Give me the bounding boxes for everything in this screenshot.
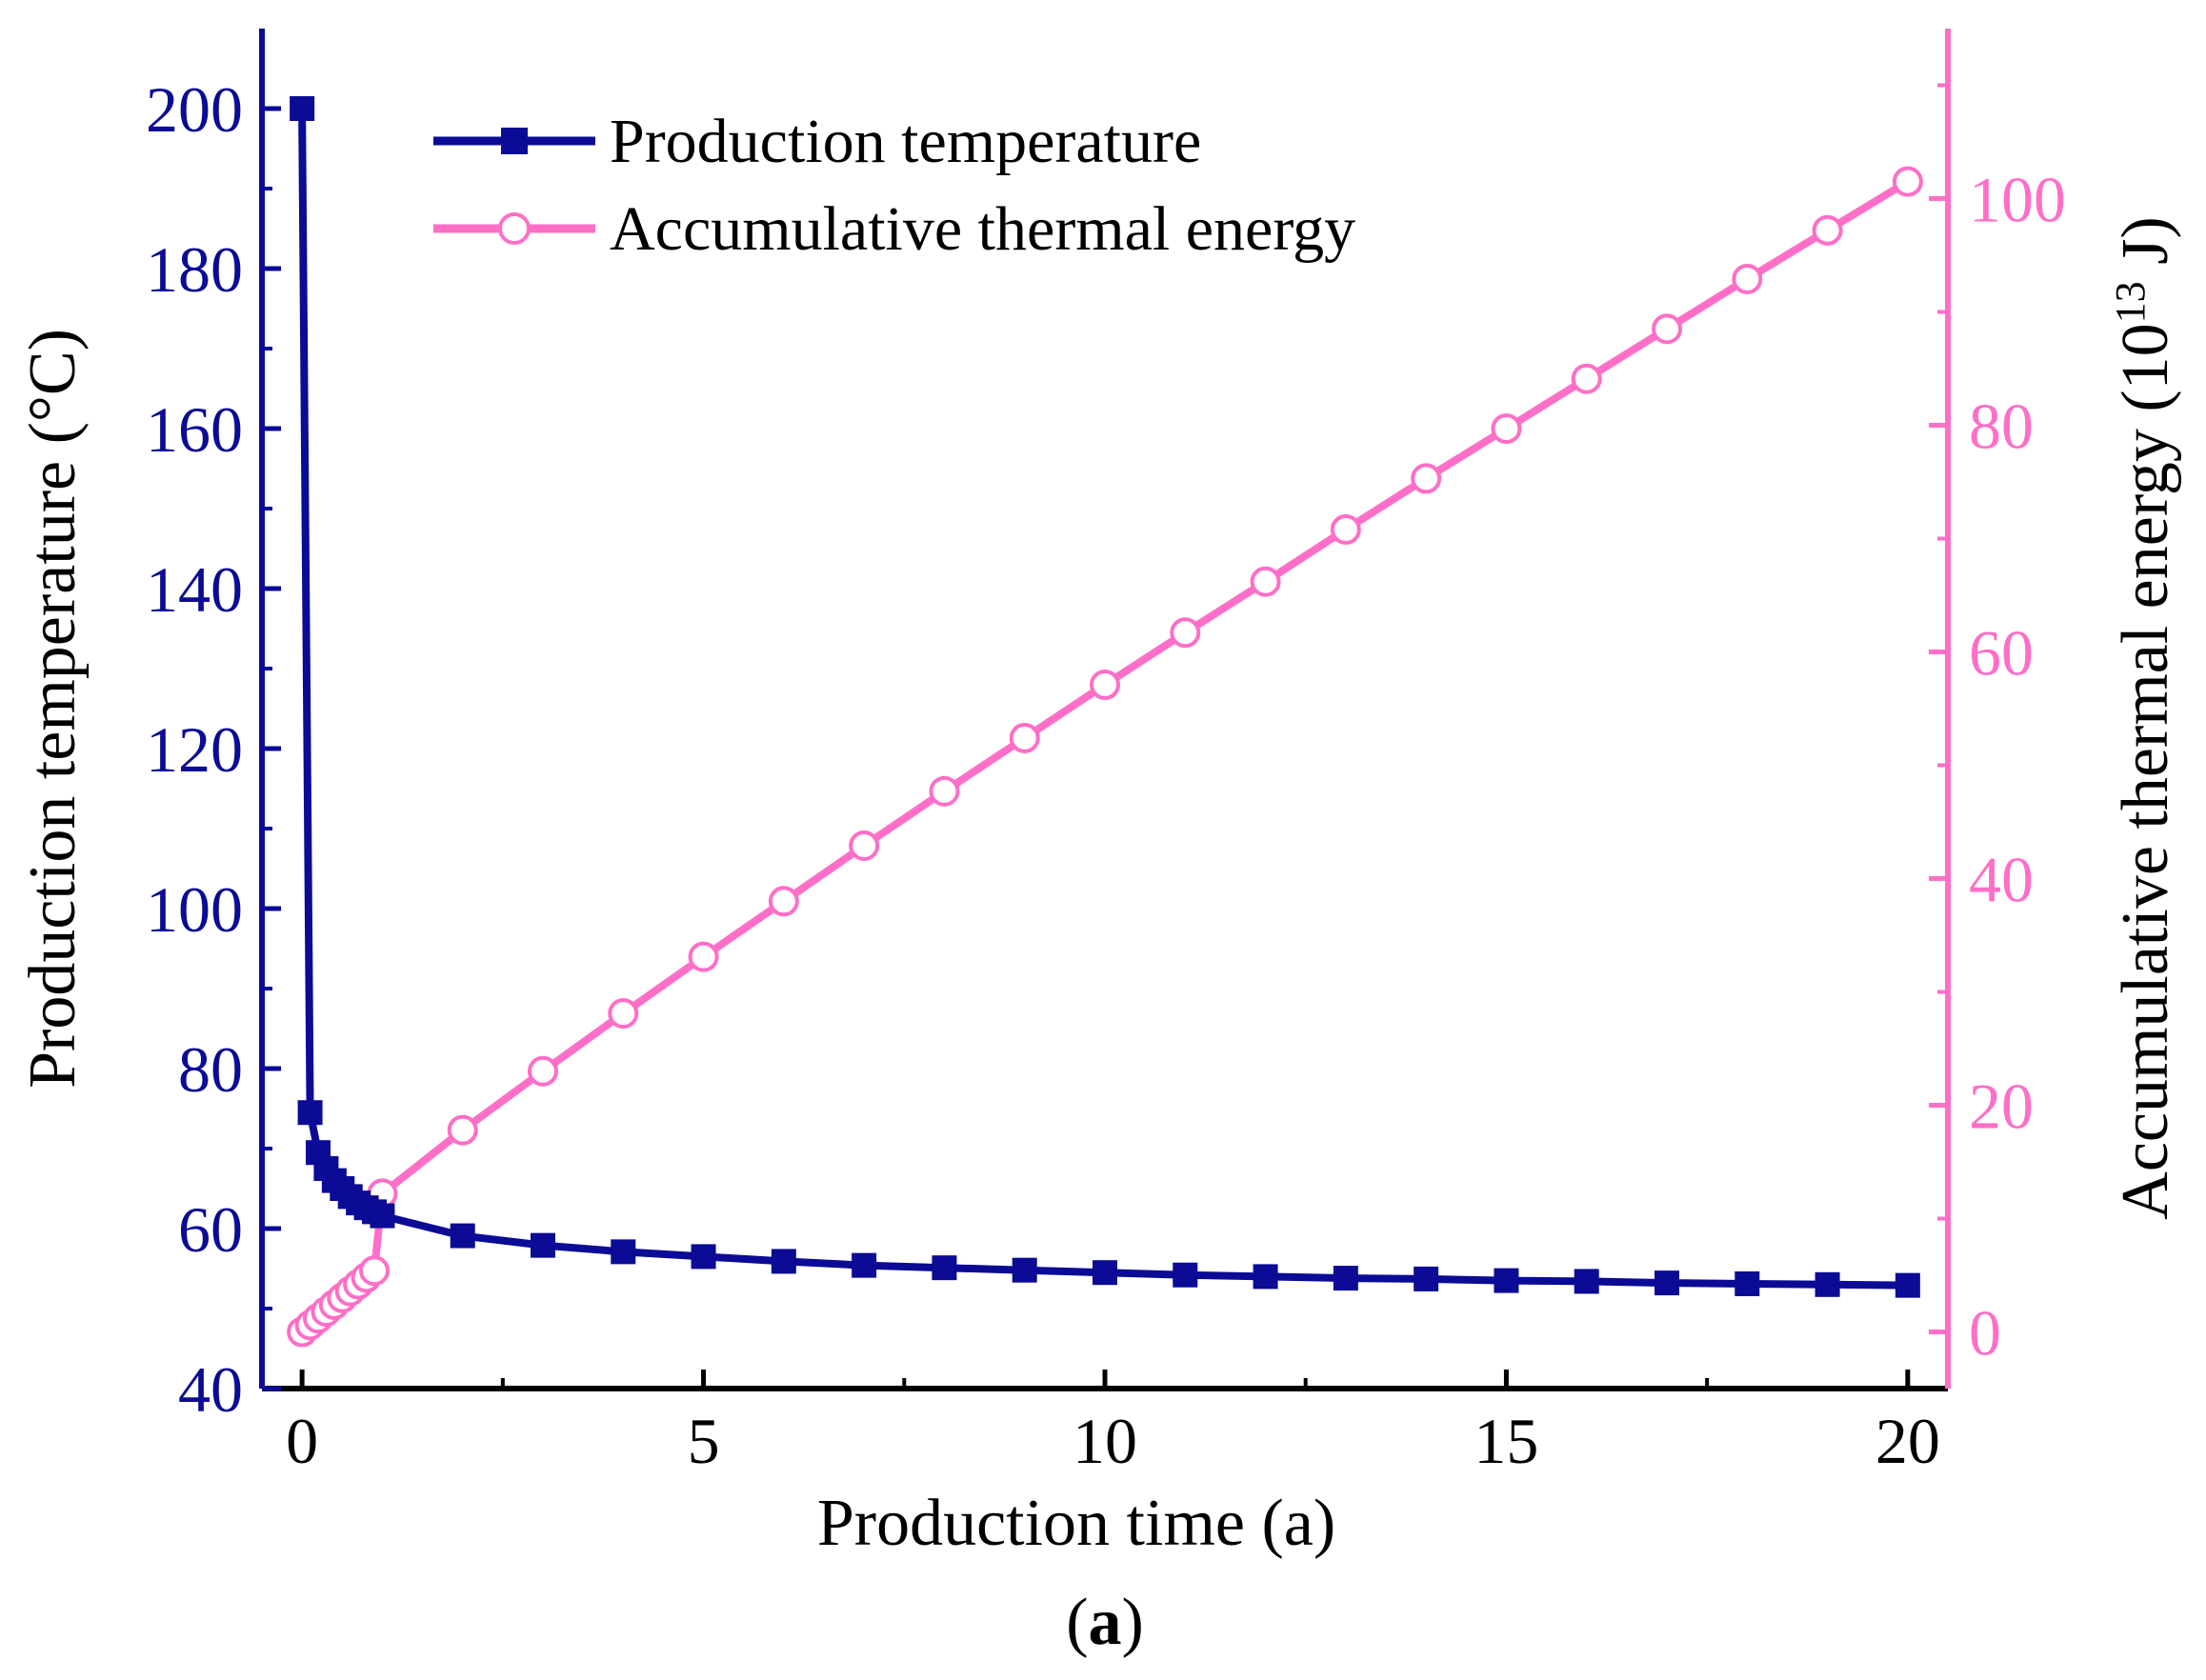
legend: Production temperature Accumulative ther… <box>433 107 1355 264</box>
energy-point <box>447 1114 478 1146</box>
temperature-point <box>691 1244 716 1270</box>
caption-letter: a <box>1089 1586 1122 1659</box>
right-y-tick-label: 100 <box>1969 164 2066 236</box>
temperature-point <box>1093 1260 1117 1286</box>
left-y-tick-label: 180 <box>146 233 243 306</box>
temperature-point <box>1494 1268 1519 1293</box>
right-y-tick-label: 0 <box>1969 1297 2001 1370</box>
right-y-tick-label: 60 <box>1969 617 2034 690</box>
temperature-point <box>1654 1270 1679 1296</box>
temperature-point <box>932 1255 957 1281</box>
series-layer <box>287 96 1923 1348</box>
energy-point <box>1009 722 1040 753</box>
temperature-point <box>1253 1264 1278 1290</box>
energy-point <box>1571 363 1602 394</box>
right-y-tick-label: 20 <box>1969 1070 2034 1143</box>
right-y-axis-title: Accumulative thermal energy (1013 J) <box>2107 216 2182 1219</box>
temperature-point <box>531 1232 555 1258</box>
legend-marker-energy <box>498 212 531 245</box>
energy-point <box>528 1055 558 1087</box>
temperature-point <box>1735 1270 1760 1296</box>
x-axis-title: Production time (a) <box>817 1487 1335 1560</box>
legend-label-temperature: Production temperature <box>610 107 1201 176</box>
right-y-axis-title-unit: J) <box>2109 216 2182 281</box>
energy-point <box>608 998 639 1030</box>
temperature-point <box>1173 1262 1198 1288</box>
energy-point <box>1170 617 1201 649</box>
x-tick-label: 0 <box>286 1405 318 1477</box>
right-y-axis-title-exponent: 13 <box>2107 281 2154 323</box>
energy-point <box>929 775 960 807</box>
energy-point <box>1652 313 1682 345</box>
temperature-point <box>1414 1266 1439 1291</box>
right-y-axis-title-base: Accumulative thermal energy (10 <box>2109 323 2182 1219</box>
energy-point <box>1411 463 1442 494</box>
temperature-point <box>852 1252 877 1278</box>
temperature-point <box>611 1239 636 1265</box>
energy-point <box>1491 413 1522 445</box>
left-y-axis-title: Production temperature (°C) <box>16 329 90 1089</box>
energy-point <box>359 1255 390 1287</box>
legend-marker-temperature <box>501 128 528 154</box>
caption-open-paren: ( <box>1066 1586 1088 1659</box>
temperature-point <box>450 1223 475 1249</box>
left-y-tick-label: 120 <box>146 713 243 786</box>
left-y-tick-label: 160 <box>146 393 243 466</box>
temperature-point <box>297 1100 323 1126</box>
temperature-point <box>1333 1266 1358 1291</box>
left-y-tick-label: 140 <box>146 553 243 626</box>
temperature-point <box>1574 1269 1599 1294</box>
energy-point <box>1812 214 1843 246</box>
figure-caption: (a) <box>1066 1586 1144 1659</box>
left-y-tick-label: 200 <box>146 73 243 146</box>
left-y-tick-label: 100 <box>146 873 243 946</box>
x-tick-label: 5 <box>688 1405 720 1477</box>
energy-line <box>299 178 1910 1335</box>
x-tick-label: 20 <box>1875 1405 1940 1477</box>
energy-point <box>688 941 719 972</box>
energy-point <box>1892 166 1923 197</box>
energy-point <box>1250 566 1281 597</box>
temperature-point <box>1895 1272 1920 1298</box>
temperature-point <box>771 1249 796 1274</box>
x-tick-label: 10 <box>1073 1405 1137 1477</box>
right-y-tick-label: 80 <box>1969 390 2034 463</box>
ticks-layer: 0 5 10 15 20 40 60 80 100 120 140 160 180 200 0 20 40 60 8… <box>146 73 2066 1477</box>
right-y-tick-label: 40 <box>1969 844 2034 916</box>
temperature-point <box>290 96 315 121</box>
temperature-point <box>1815 1271 1840 1297</box>
energy-point <box>849 830 880 861</box>
energy-point <box>768 886 799 917</box>
energy-point <box>1330 513 1361 545</box>
left-y-tick-label: 80 <box>178 1033 243 1106</box>
temperature-point <box>1012 1257 1037 1283</box>
energy-point <box>1732 263 1763 294</box>
x-tick-label: 15 <box>1474 1405 1538 1477</box>
caption-close-paren: ) <box>1122 1586 1144 1659</box>
legend-label-energy: Accumulative thermal energy <box>610 194 1355 264</box>
energy-point <box>1090 670 1120 701</box>
left-y-tick-label: 60 <box>178 1193 243 1266</box>
left-y-tick-label: 40 <box>178 1353 243 1426</box>
temperature-point <box>370 1203 395 1229</box>
